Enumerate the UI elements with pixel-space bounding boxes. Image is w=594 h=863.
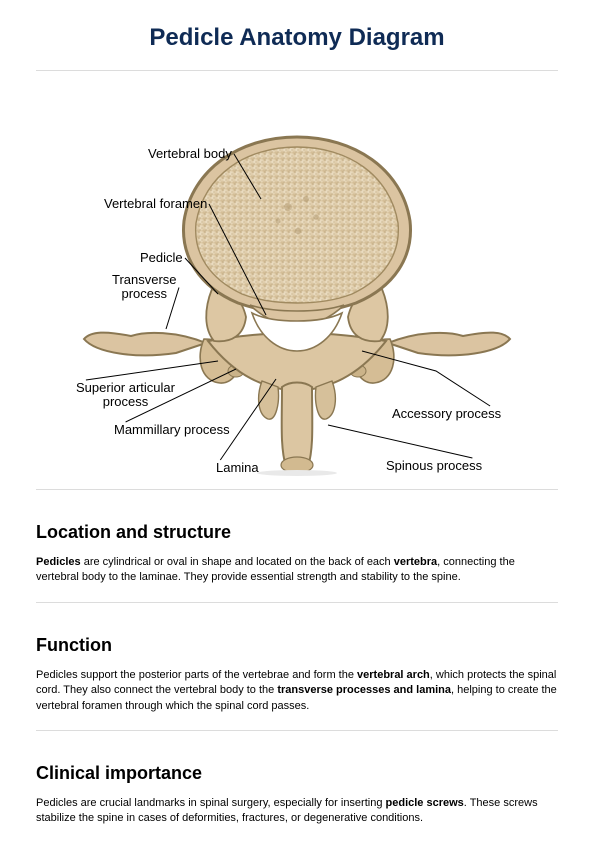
section-1: Location and structure Pedicles are cylin… bbox=[36, 522, 558, 603]
label-pedicle: Pedicle bbox=[140, 251, 183, 265]
section-divider bbox=[36, 730, 558, 731]
anatomy-diagram: Vertebral body Vertebral foramen Pedicle Tr… bbox=[36, 81, 558, 481]
leader-spinous-process bbox=[328, 425, 472, 458]
divider-top bbox=[36, 70, 558, 71]
label-vertebral-body: Vertebral body bbox=[148, 147, 232, 161]
label-mammillary-process: Mammillary process bbox=[114, 423, 230, 437]
section-divider bbox=[36, 602, 558, 603]
section-heading: Function bbox=[36, 635, 558, 656]
label-superior-articular: Superior articularprocess bbox=[76, 381, 175, 410]
label-transverse-process: Transverseprocess bbox=[112, 273, 177, 302]
section-3: Clinical importance Pedicles are crucial … bbox=[36, 763, 558, 827]
section-heading: Clinical importance bbox=[36, 763, 558, 784]
leader-superior-articular bbox=[86, 361, 218, 380]
label-vertebral-foramen: Vertebral foramen bbox=[104, 197, 207, 211]
label-accessory-process: Accessory process bbox=[392, 407, 501, 421]
section-body: Pedicles are crucial landmarks in spinal… bbox=[36, 796, 558, 827]
shadow bbox=[257, 470, 337, 476]
section-2: Function Pedicles support the posterior p… bbox=[36, 635, 558, 731]
text-sections: Location and structure Pedicles are cylin… bbox=[36, 522, 558, 827]
section-body: Pedicles support the posterior parts of … bbox=[36, 668, 558, 714]
label-lamina: Lamina bbox=[216, 461, 259, 475]
label-spinous-process: Spinous process bbox=[386, 459, 482, 473]
page-title: Pedicle Anatomy Diagram bbox=[36, 24, 558, 52]
divider-after-diagram bbox=[36, 489, 558, 490]
section-body: Pedicles are cylindrical or oval in shap… bbox=[36, 555, 558, 586]
section-heading: Location and structure bbox=[36, 522, 558, 543]
